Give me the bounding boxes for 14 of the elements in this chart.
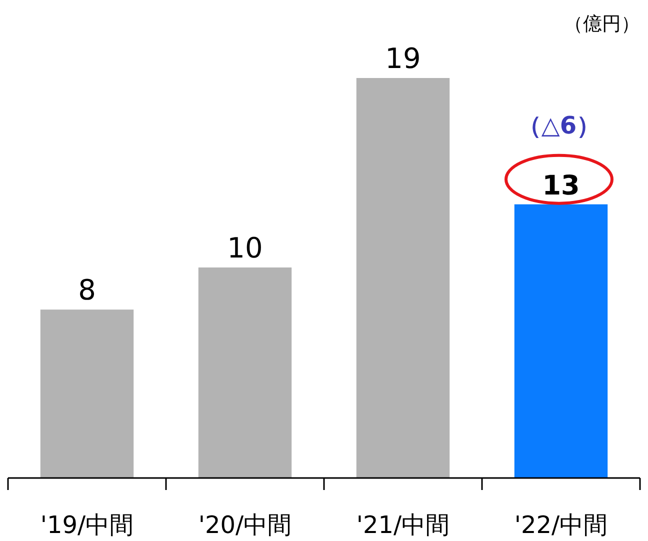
data-label: 8	[78, 274, 96, 307]
data-label: 13	[542, 170, 580, 202]
annotation: （△6）	[517, 111, 601, 140]
bar	[198, 267, 292, 478]
x-tick-label: '21/中間	[356, 511, 450, 539]
bar	[514, 204, 608, 478]
bar	[356, 78, 450, 478]
x-tick-label: '20/中間	[198, 511, 292, 539]
x-tick-label: '22/中間	[514, 511, 608, 539]
data-label: 10	[227, 231, 263, 264]
x-tick-label: '19/中間	[40, 511, 134, 539]
bar	[40, 310, 134, 478]
data-label: 19	[385, 42, 421, 75]
y-axis-title: （億円）	[564, 13, 640, 35]
